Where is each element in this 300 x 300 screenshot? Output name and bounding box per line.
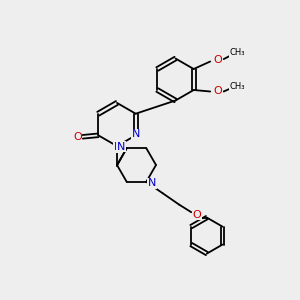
Text: O: O bbox=[213, 55, 222, 65]
Text: O: O bbox=[73, 132, 82, 142]
Text: N: N bbox=[117, 142, 125, 152]
Text: N: N bbox=[148, 178, 156, 188]
Text: CH₃: CH₃ bbox=[230, 48, 245, 57]
Text: CH₃: CH₃ bbox=[230, 82, 245, 91]
Text: N: N bbox=[113, 142, 122, 152]
Text: N: N bbox=[132, 129, 140, 140]
Text: O: O bbox=[192, 210, 201, 220]
Text: O: O bbox=[213, 86, 222, 97]
